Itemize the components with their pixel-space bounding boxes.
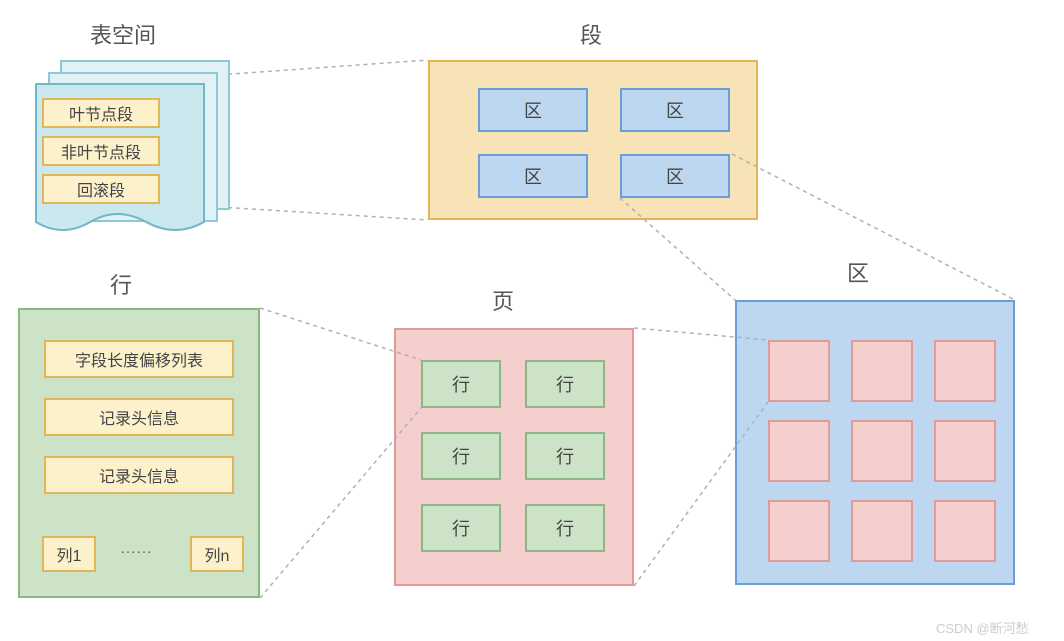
area-page-cell-4 [851,420,913,482]
page-row-cell-1: 行 [525,360,605,408]
segment-area-cell-0: 区 [478,88,588,132]
area-title: 区 [847,256,869,288]
row-title: 行 [110,268,132,300]
area-page-cell-5 [934,420,996,482]
page-title: 页 [492,284,514,316]
page-row-cell-4: 行 [421,504,501,552]
tablespace-title: 表空间 [90,18,156,50]
page-row-cell-5: 行 [525,504,605,552]
page-row-cell-3: 行 [525,432,605,480]
row-header-cell-1: 记录头信息 [44,398,234,436]
page-row-cell-0: 行 [421,360,501,408]
connector-line-2 [732,154,1015,300]
row-column-cell-1: 列n [190,536,244,572]
area-page-cell-8 [934,500,996,562]
row-columns-ellipsis: …… [120,540,152,558]
page-row-cell-2: 行 [421,432,501,480]
row-header-cell-2: 记录头信息 [44,456,234,494]
area-page-cell-1 [851,340,913,402]
connector-line-0 [204,60,428,76]
row-column-cell-0: 列1 [42,536,96,572]
area-page-cell-3 [768,420,830,482]
tablespace-segment-label-1: 非叶节点段 [42,136,160,166]
segment-area-cell-3: 区 [620,154,730,198]
area-page-cell-0 [768,340,830,402]
connector-line-1 [204,206,428,220]
row-header-cell-0: 字段长度偏移列表 [44,340,234,378]
tablespace-segment-label-0: 叶节点段 [42,98,160,128]
segment-area-cell-2: 区 [478,154,588,198]
area-page-cell-2 [934,340,996,402]
tablespace-segment-label-2: 回滚段 [42,174,160,204]
area-page-cell-6 [768,500,830,562]
area-page-cell-7 [851,500,913,562]
segment-title: 段 [580,18,602,50]
watermark-text: CSDN @断河愁 [936,618,1029,637]
segment-area-cell-1: 区 [620,88,730,132]
